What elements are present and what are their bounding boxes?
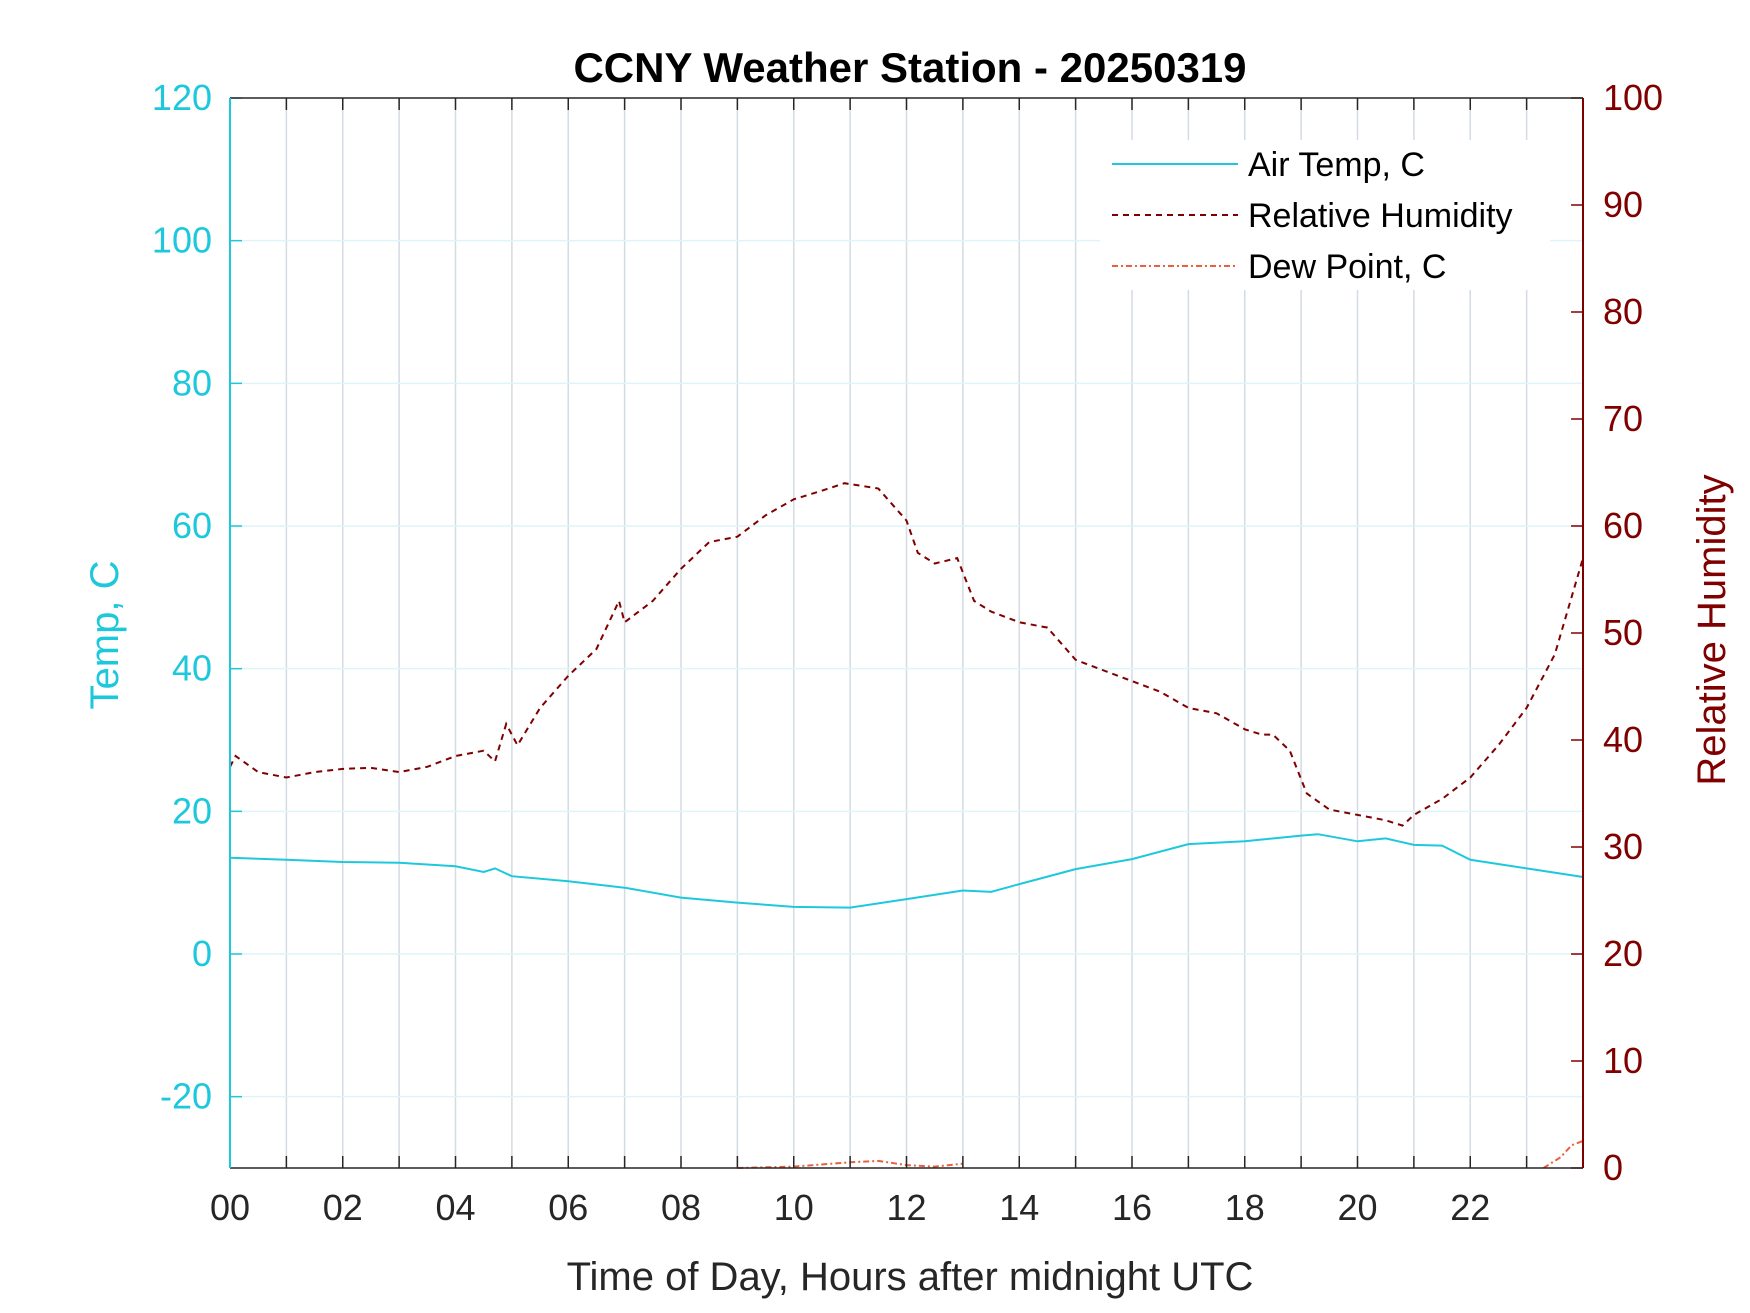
- y-right-tick-label: 50: [1603, 612, 1643, 653]
- tick-labels: 00 02 04 06 08 10 12 14 16 18 20 22-200204060801001…: [152, 77, 1663, 1228]
- y-left-tick-label: 40: [172, 648, 212, 689]
- y-left-tick-label: 20: [172, 790, 212, 831]
- y-right-tick-label: 0: [1603, 1147, 1623, 1188]
- x-tick-label: 10: [774, 1187, 814, 1228]
- legend: Air Temp, C Relative Humidity Dew Point, C: [1100, 140, 1550, 290]
- air-temp-line: [229, 833, 1584, 909]
- legend-label: Dew Point, C: [1248, 248, 1446, 286]
- y-right-tick-label: 100: [1603, 77, 1663, 118]
- y-axis-left-label: Temp, C: [83, 561, 127, 710]
- axes: [229, 97, 1584, 1169]
- x-tick-label: 02: [323, 1187, 363, 1228]
- x-tick-label: 22: [1450, 1187, 1490, 1228]
- y-left-tick-label: 100: [152, 220, 212, 261]
- dew-point-line-segment-2: [1542, 1139, 1584, 1169]
- x-tick-label: 20: [1337, 1187, 1377, 1228]
- x-tick-label: 18: [1225, 1187, 1265, 1228]
- x-axis-label: Time of Day, Hours after midnight UTC: [567, 1255, 1254, 1299]
- y-right-tick-label: 20: [1603, 933, 1643, 974]
- y-left-tick-label: 60: [172, 505, 212, 546]
- y-axis-right-label: Relative Humidity: [1690, 474, 1734, 785]
- y-left-tick-label: 0: [192, 933, 212, 974]
- x-tick-label: 14: [999, 1187, 1039, 1228]
- y-right-tick-label: 40: [1603, 719, 1643, 760]
- x-tick-label: 16: [1112, 1187, 1152, 1228]
- chart-title: CCNY Weather Station - 20250319: [573, 44, 1246, 91]
- relative-humidity-line: [229, 482, 1584, 827]
- y-right-tick-label: 10: [1603, 1040, 1643, 1081]
- x-tick-label: 08: [661, 1187, 701, 1228]
- y-right-tick-label: 70: [1603, 398, 1643, 439]
- legend-item-dew-point: Dew Point, C: [1112, 248, 1446, 286]
- x-tick-label: 04: [435, 1187, 475, 1228]
- y-left-tick-label: -20: [160, 1076, 212, 1117]
- y-left-tick-label: 120: [152, 77, 212, 118]
- grid-lines: [230, 98, 1583, 1168]
- legend-label: Air Temp, C: [1248, 146, 1425, 184]
- legend-item-air-temp: Air Temp, C: [1112, 146, 1425, 184]
- legend-item-relative-humidity: Relative Humidity: [1112, 197, 1513, 235]
- x-tick-label: 00: [210, 1187, 250, 1228]
- y-right-tick-label: 30: [1603, 826, 1643, 867]
- y-right-tick-label: 60: [1603, 505, 1643, 546]
- y-right-tick-label: 80: [1603, 291, 1643, 332]
- x-tick-label: 12: [886, 1187, 926, 1228]
- x-tick-label: 06: [548, 1187, 588, 1228]
- legend-label: Relative Humidity: [1248, 197, 1513, 235]
- y-left-tick-label: 80: [172, 362, 212, 403]
- y-right-tick-label: 90: [1603, 184, 1643, 225]
